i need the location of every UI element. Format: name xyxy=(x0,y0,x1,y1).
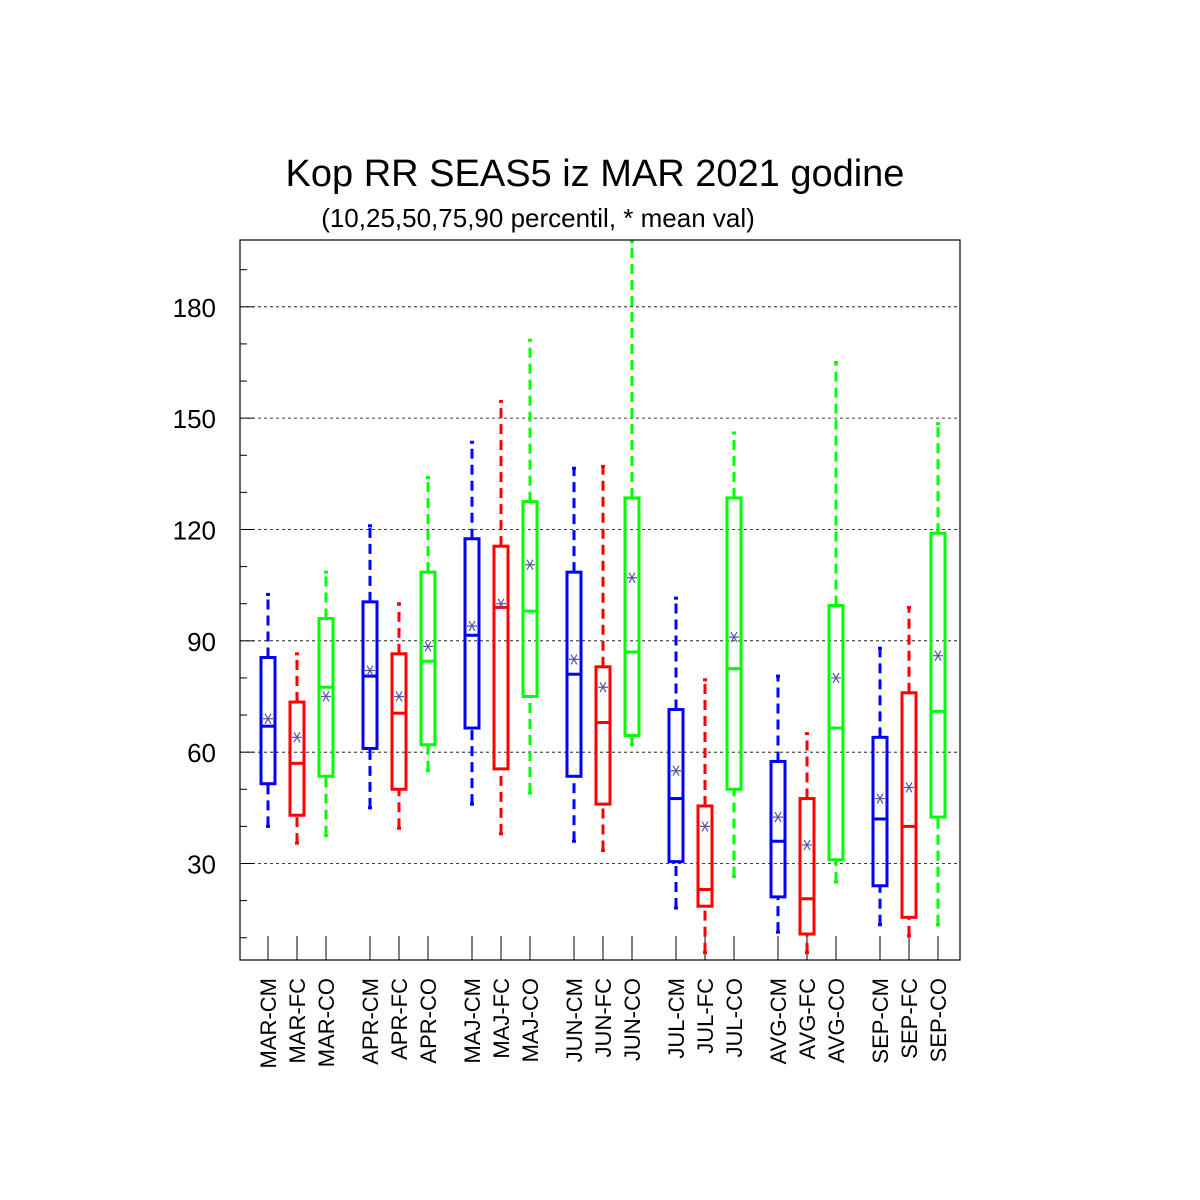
iqr-box xyxy=(798,797,816,936)
x-tick-label: JUN-FC xyxy=(591,978,616,1058)
x-tick-label: MAJ-FC xyxy=(489,978,514,1059)
x-tick-label: JUL-CM xyxy=(664,978,689,1059)
grid-lines xyxy=(240,306,960,864)
box-jul-cm xyxy=(667,596,685,910)
mean-marker xyxy=(598,681,608,693)
mean-marker xyxy=(321,691,331,702)
iqr-box xyxy=(871,735,889,888)
mean-marker xyxy=(365,665,375,676)
x-tick-label: MAJ-CM xyxy=(460,978,485,1064)
plot-frame xyxy=(239,239,961,961)
iqr-box xyxy=(492,544,510,771)
mean-marker xyxy=(700,821,710,832)
iqr-box xyxy=(667,707,685,864)
box-mar-fc xyxy=(288,652,306,845)
box-sep-co xyxy=(929,422,947,927)
box-maj-cm xyxy=(463,440,481,806)
mean-marker xyxy=(875,793,885,804)
box-series xyxy=(259,240,947,955)
y-tick-label: 120 xyxy=(173,515,216,545)
x-tick-label: SEP-CM xyxy=(868,978,893,1064)
mean-marker xyxy=(263,713,273,725)
mean-marker xyxy=(802,839,812,851)
iqr-box xyxy=(696,804,714,908)
box-avg-fc xyxy=(798,732,816,955)
y-tick-label: 180 xyxy=(173,293,216,323)
iqr-box xyxy=(521,500,539,698)
x-tick-label: JUN-CO xyxy=(620,978,645,1061)
iqr-box xyxy=(463,537,481,730)
x-tick-label: JUL-CO xyxy=(722,978,747,1057)
x-tick-label: AVG-CM xyxy=(766,978,791,1064)
x-tick-label: MAR-CM xyxy=(256,978,281,1068)
y-tick-label: 90 xyxy=(187,627,216,657)
box-jun-cm xyxy=(565,466,583,843)
x-tick-label: MAR-FC xyxy=(285,978,310,1064)
y-tick-label: 150 xyxy=(173,404,216,434)
mean-marker xyxy=(496,598,506,610)
box-sep-cm xyxy=(871,646,889,927)
mean-marker xyxy=(394,691,404,702)
mean-marker xyxy=(292,732,302,743)
box-mar-co xyxy=(317,570,335,838)
iqr-box xyxy=(623,496,641,737)
iqr-box xyxy=(929,531,947,819)
x-tick-label: SEP-FC xyxy=(897,978,922,1059)
chart-subtitle: (10,25,50,75,90 percentil, * mean val) xyxy=(321,203,755,233)
box-maj-fc xyxy=(492,399,510,836)
mean-marker xyxy=(627,572,637,584)
iqr-box xyxy=(725,496,743,791)
iqr-box xyxy=(769,759,787,899)
mean-marker xyxy=(467,620,477,632)
x-tick-label: JUL-FC xyxy=(693,978,718,1054)
mean-marker xyxy=(933,650,943,661)
box-jun-fc xyxy=(594,464,612,853)
x-tick-label: JUN-CM xyxy=(562,978,587,1062)
mean-marker xyxy=(904,782,914,793)
mean-marker xyxy=(831,672,841,684)
mean-marker xyxy=(671,765,681,777)
box-mar-cm xyxy=(259,592,277,828)
box-avg-co xyxy=(827,360,845,884)
box-apr-co xyxy=(419,476,437,773)
iqr-box xyxy=(288,700,306,817)
x-tick-label: APR-CO xyxy=(416,978,441,1064)
iqr-box xyxy=(900,691,918,919)
x-tick-label: MAJ-CO xyxy=(518,978,543,1062)
box-apr-fc xyxy=(390,602,408,830)
chart-title: Kop RR SEAS5 iz MAR 2021 godine xyxy=(286,153,905,195)
mean-marker xyxy=(729,631,739,643)
box-apr-cm xyxy=(361,524,379,810)
x-tick-label: AVG-FC xyxy=(795,978,820,1060)
mean-marker xyxy=(525,559,535,571)
box-maj-co xyxy=(521,338,539,795)
x-tick-label: SEP-CO xyxy=(926,978,951,1062)
y-tick-label: 30 xyxy=(187,850,216,880)
iqr-box xyxy=(827,604,845,862)
mean-marker xyxy=(423,641,433,652)
x-tick-label: APR-FC xyxy=(387,978,412,1060)
box-jul-fc xyxy=(696,678,714,955)
y-tick-label: 60 xyxy=(187,738,216,768)
x-tick-label: MAR-CO xyxy=(314,978,339,1067)
iqr-box xyxy=(419,570,437,747)
iqr-box xyxy=(259,656,277,786)
box-avg-cm xyxy=(769,674,787,934)
x-tick-label: AVG-CO xyxy=(824,978,849,1063)
box-jun-co xyxy=(623,240,641,747)
mean-marker xyxy=(773,811,783,823)
iqr-box xyxy=(317,617,335,778)
x-tick-label: APR-CM xyxy=(358,978,383,1065)
iqr-box xyxy=(594,665,612,806)
box-sep-fc xyxy=(900,605,918,938)
iqr-box xyxy=(390,652,408,791)
mean-marker xyxy=(569,654,579,665)
box-jul-co xyxy=(725,431,743,878)
